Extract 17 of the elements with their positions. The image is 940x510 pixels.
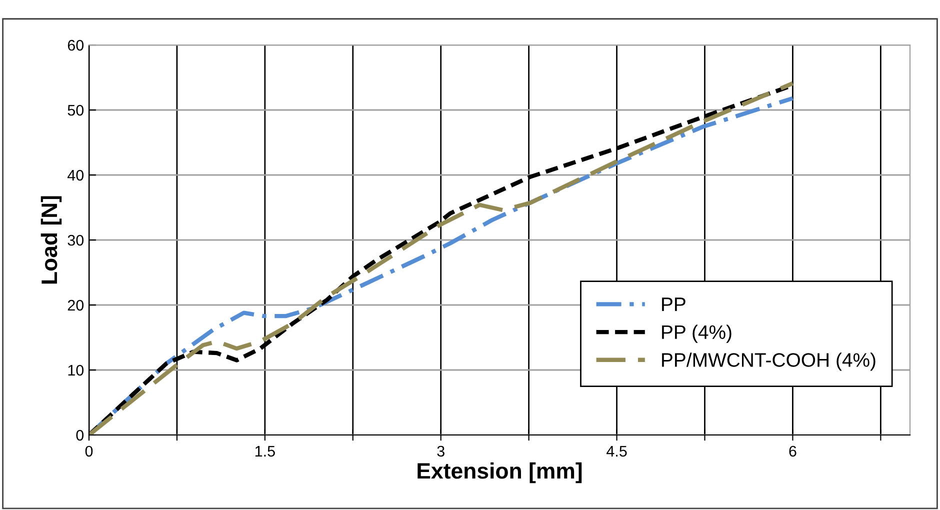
x-tick-label: 3 [437, 446, 444, 457]
y-tick-label: 20 [68, 300, 84, 311]
legend-label: PP [662, 298, 686, 311]
y-tick-label: 0 [76, 430, 84, 441]
x-tick-label: 0 [85, 446, 93, 457]
y-tick-label: 50 [68, 104, 84, 116]
x-tick-label: 6 [789, 446, 796, 457]
y-axis-title: Load [N] [40, 196, 62, 284]
x-tick-label: 4.5 [606, 446, 627, 457]
legend-label: PP (4%) [662, 324, 732, 343]
y-tick-label: 60 [68, 40, 84, 51]
x-tick-label: 1.5 [255, 446, 275, 457]
y-tick-label: 10 [68, 364, 84, 376]
y-tick-label: 40 [68, 170, 84, 181]
y-tick-label: 30 [68, 234, 84, 246]
x-axis-title: Extension [mm] [418, 462, 582, 484]
legend-label: PP/MWCNT-COOH (4%) [662, 352, 876, 371]
